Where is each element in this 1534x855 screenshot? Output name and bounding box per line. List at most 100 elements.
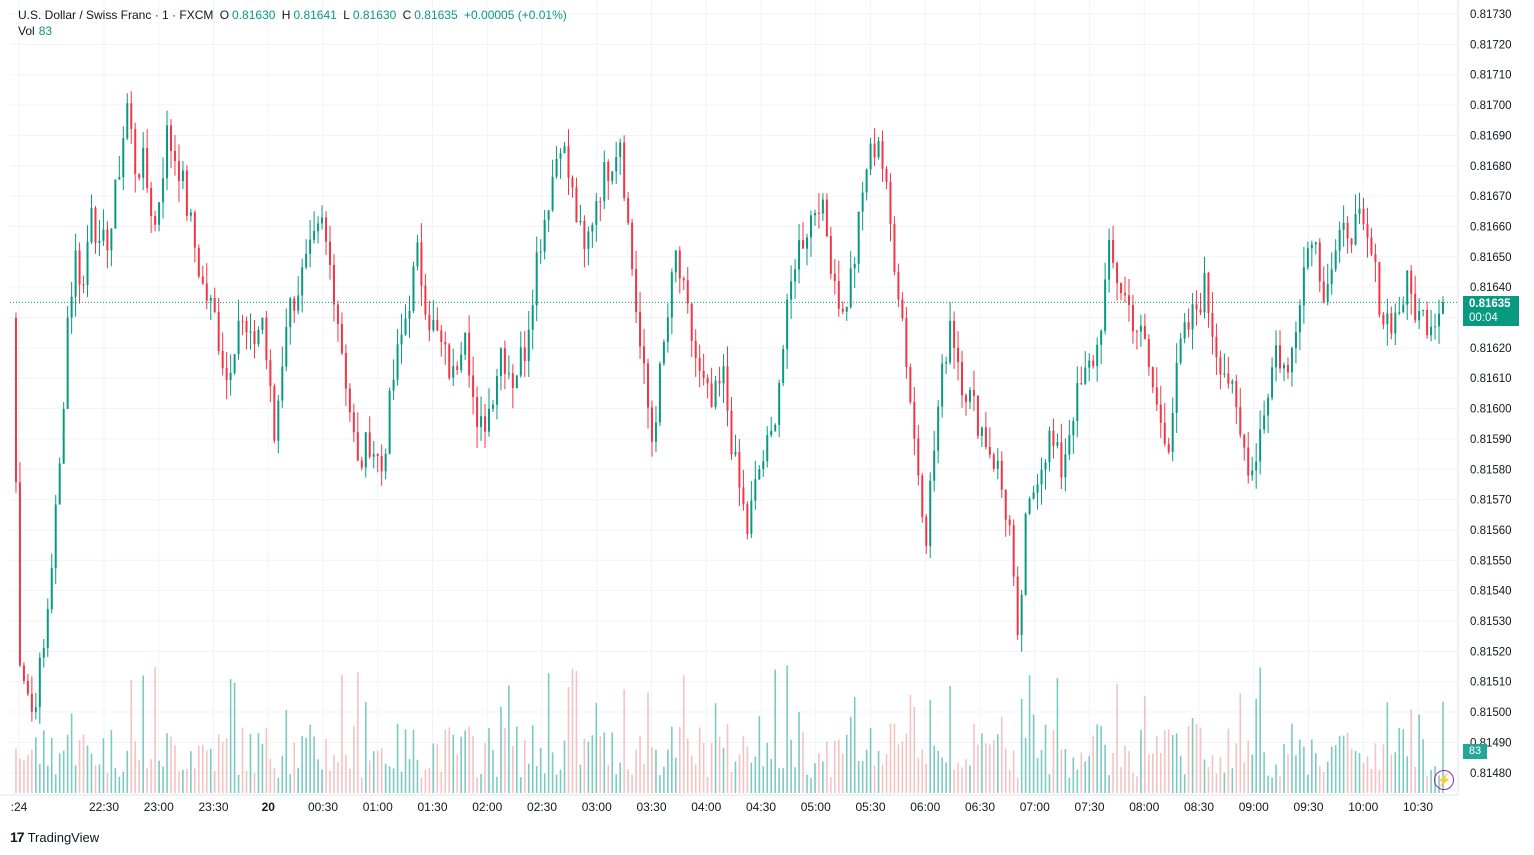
candle-body [635,269,638,312]
candle-body [90,207,93,243]
volume-bar [50,737,53,793]
volume-bar [1263,752,1265,793]
candle-body [1414,293,1417,321]
volume-bar [90,753,93,793]
y-tick-label: 0.81730 [1470,9,1512,21]
candle-body [587,231,590,249]
volume-bar [1402,729,1405,793]
volume-bar [1004,748,1007,793]
candle-body [154,215,157,225]
candle-body [893,223,896,272]
volume-bar [1346,732,1349,793]
candle-body [817,212,820,214]
candle-body [166,125,169,179]
volume-bar [325,739,327,793]
volume-bar [591,735,594,793]
x-tick-label: 09:30 [1293,800,1323,814]
candle-body [953,320,956,348]
volume-bar [170,736,172,793]
candle-body [58,463,61,505]
candle-body [293,298,296,311]
candle-body [698,358,701,371]
volume-bar [213,771,216,793]
volume-bar [611,732,614,793]
volume-bar [1040,750,1043,793]
candle-body [1028,498,1031,514]
candle-body [110,228,113,251]
candle-body [889,181,892,224]
candle-body [392,379,395,391]
volume-bar [571,668,574,793]
candle-body [821,199,824,214]
candle-body [340,323,343,354]
volume-bar [1366,756,1369,793]
volume-bar [953,769,955,793]
volume-bar [1016,777,1019,793]
candle-body [50,568,53,610]
legend-high-label: H [281,8,291,22]
volume-bar [384,763,387,793]
volume-bar [897,744,900,793]
volume-bar [162,766,164,793]
volume-bar [174,745,176,793]
lightning-icon[interactable]: ⚡ [1434,770,1454,790]
volume-bar [297,767,299,793]
candle-body [142,148,145,178]
volume-bar [718,736,721,793]
candle-body [567,146,570,178]
candle-body [285,327,288,367]
candle-body [1052,430,1055,446]
volume-bar [531,725,534,793]
x-tick-label: 05:30 [855,800,885,814]
volume-bar [726,724,729,793]
candle-body [857,211,860,264]
candle-body [901,299,904,319]
volume-bar [289,774,292,793]
candle-body [130,103,133,130]
candle-body [1207,273,1210,314]
candle-body [1108,239,1111,280]
volume-bar [58,753,61,793]
candle-body [1088,360,1091,368]
x-tick-label: 01:30 [417,800,447,814]
candle-body [1076,383,1079,421]
candle-body [1422,309,1425,311]
candle-body [329,241,331,265]
candle-body [794,269,797,282]
candle-body [988,446,991,455]
volume-bar [722,748,725,793]
volume-bar [615,774,617,793]
volume-bar [849,716,852,793]
volume-bar [245,770,248,793]
candle-body [253,331,256,345]
volume-bar [408,758,411,793]
candle-body [682,278,685,281]
candle-body [1318,242,1321,282]
volume-bar [647,692,649,793]
candle-body [245,321,248,333]
candle-body [1374,254,1377,262]
volume-bar [27,755,29,793]
candle-body [273,386,276,441]
candle-body [348,388,351,413]
candle-body [1306,248,1309,268]
candle-body [460,354,463,371]
volume-bar [1048,774,1051,793]
candle-body [205,283,208,301]
candle-body [790,281,793,300]
volume-bar [1187,726,1190,793]
candle-body [603,161,606,202]
candle-body [945,362,948,364]
volume-bar [1140,729,1142,793]
volume-bar [1096,724,1098,793]
volume-bar [345,754,347,793]
volume-bar [917,757,920,793]
volume-bar [1426,776,1428,793]
volume-bar [1044,724,1047,793]
volume-bar [1028,675,1031,793]
volume-bar [484,743,486,793]
volume-bar [782,768,784,793]
tv-logo-icon: 17 [10,829,25,845]
tradingview-logo[interactable]: 17 TradingView [10,829,99,845]
